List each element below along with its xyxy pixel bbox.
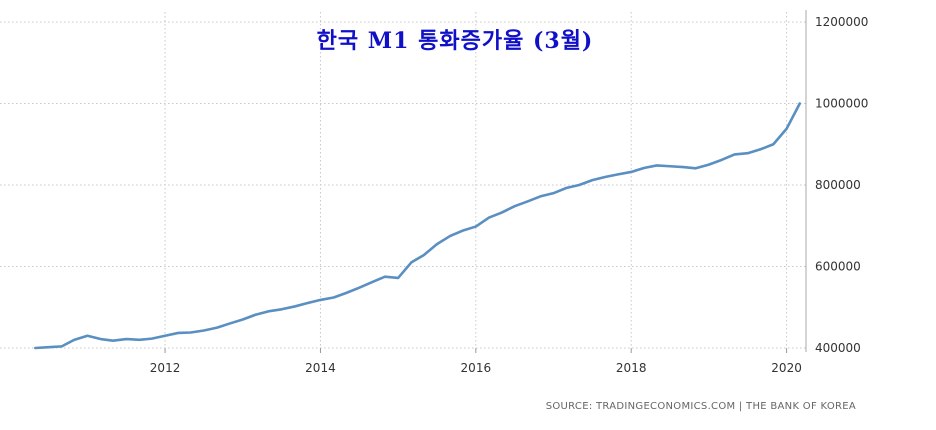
- source-note: SOURCE: TRADINGECONOMICS.COM | THE BANK …: [546, 401, 856, 412]
- y-tick-label: 1200000: [815, 15, 868, 29]
- x-tick-label: 2018: [616, 361, 647, 375]
- grid-lines: [0, 12, 806, 349]
- y-tick-label: 1000000: [815, 97, 868, 111]
- x-tick-label: 2016: [461, 361, 492, 375]
- axes: 400000 600000 800000 1000000 1200000 2012 2014…: [150, 10, 868, 375]
- y-tick-label: 600000: [815, 260, 861, 274]
- x-tick-label: 2014: [305, 361, 336, 375]
- series-line-0: [34, 102, 802, 350]
- y-tick-label: 800000: [815, 178, 861, 192]
- x-tick-label: 2012: [150, 361, 181, 375]
- series-group: [34, 102, 802, 350]
- x-tick-label: 2020: [771, 361, 802, 375]
- chart-title: 한국 M1 통화증가율 (3월): [317, 28, 594, 54]
- y-tick-label: 400000: [815, 341, 861, 355]
